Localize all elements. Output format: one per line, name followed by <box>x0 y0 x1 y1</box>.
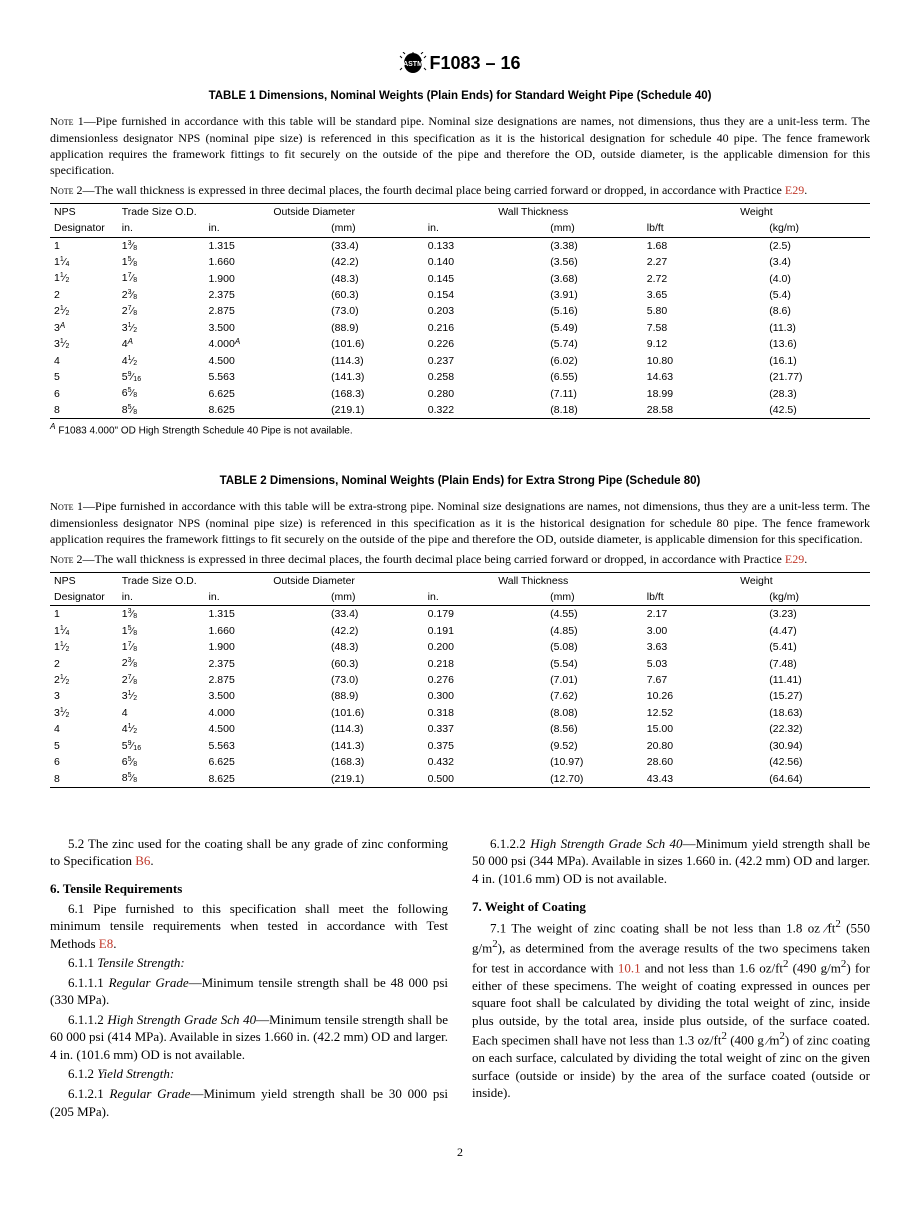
table-row: 885⁄88.625(219.1)0.322(8.18)28.58(42.5) <box>50 402 870 419</box>
table-row: 441⁄24.500(114.3)0.237(6.02)10.80(16.1) <box>50 353 870 369</box>
doc-id: F1083 – 16 <box>429 53 520 73</box>
table1: NPS Trade Size O.D. Outside Diameter Wal… <box>50 203 870 419</box>
table-row: 441⁄24.500(114.3)0.337(8.56)15.00(22.32) <box>50 721 870 737</box>
astm-logo-icon: ASTM <box>399 52 427 74</box>
table-row: 21⁄227⁄82.875(73.0)0.276(7.01)7.67(11.41… <box>50 672 870 688</box>
table-row: 223⁄82.375(60.3)0.154(3.91)3.65(5.4) <box>50 287 870 303</box>
table-row: 113⁄81.315(33.4)0.179(4.55)2.17(3.23) <box>50 606 870 623</box>
table-row: 31⁄244.000(101.6)0.318(8.08)12.52(18.63) <box>50 705 870 721</box>
table2: NPS Trade Size O.D. Outside Diameter Wal… <box>50 572 870 788</box>
table2-title: TABLE 2 Dimensions, Nominal Weights (Pla… <box>50 474 870 490</box>
table1-footnote: A F1083 4.000" OD High Strength Schedule… <box>50 421 870 438</box>
table-row: 31⁄24A4.000A(101.6)0.226(5.74)9.12(13.6) <box>50 336 870 352</box>
table-row: 665⁄86.625(168.3)0.432(10.97)28.60(42.56… <box>50 754 870 770</box>
table-row: 665⁄86.625(168.3)0.280(7.11)18.99(28.3) <box>50 385 870 401</box>
ref-link[interactable]: E29 <box>785 183 804 197</box>
table-row: 223⁄82.375(60.3)0.218(5.54)5.03(7.48) <box>50 655 870 671</box>
table-row: 11⁄415⁄81.660(42.2)0.191(4.85)3.00(4.47) <box>50 623 870 639</box>
table-row: 11⁄217⁄81.900(48.3)0.200(5.08)3.63(5.41) <box>50 639 870 655</box>
body-text: 5.2 The zinc used for the coating shall … <box>50 833 870 1122</box>
doc-header: ASTM F1083 – 16 <box>50 50 870 75</box>
ref-link[interactable]: E8 <box>99 936 113 951</box>
ref-link[interactable]: B6 <box>135 853 150 868</box>
svg-text:ASTM: ASTM <box>404 61 424 68</box>
table-row: 559⁄165.563(141.3)0.375(9.52)20.80(30.94… <box>50 738 870 754</box>
table-row: 885⁄88.625(219.1)0.500(12.70)43.43(64.64… <box>50 770 870 787</box>
ref-link[interactable]: 10.1 <box>618 960 641 975</box>
table1-note2: Note 2—The wall thickness is expressed i… <box>50 182 870 199</box>
table1-note1: Note 1—Pipe furnished in accordance with… <box>50 113 870 178</box>
table-row: 11⁄217⁄81.900(48.3)0.145(3.68)2.72(4.0) <box>50 270 870 286</box>
table-row: 3A31⁄23.500(88.9)0.216(5.49)7.58(11.3) <box>50 320 870 336</box>
table1-title: TABLE 1 Dimensions, Nominal Weights (Pla… <box>50 89 870 105</box>
table-row: 21⁄227⁄82.875(73.0)0.203(5.16)5.80(8.6) <box>50 303 870 319</box>
page-number: 2 <box>50 1144 870 1160</box>
table-row: 559⁄165.563(141.3)0.258(6.55)14.63(21.77… <box>50 369 870 385</box>
table-row: 11⁄415⁄81.660(42.2)0.140(3.56)2.27(3.4) <box>50 254 870 270</box>
table-row: 113⁄81.315(33.4)0.133(3.38)1.68(2.5) <box>50 237 870 254</box>
ref-link[interactable]: E29 <box>785 552 804 566</box>
table-row: 331⁄23.500(88.9)0.300(7.62)10.26(15.27) <box>50 688 870 704</box>
table2-note1: Note 1—Pipe furnished in accordance with… <box>50 498 870 547</box>
table2-note2: Note 2—The wall thickness is expressed i… <box>50 551 870 568</box>
